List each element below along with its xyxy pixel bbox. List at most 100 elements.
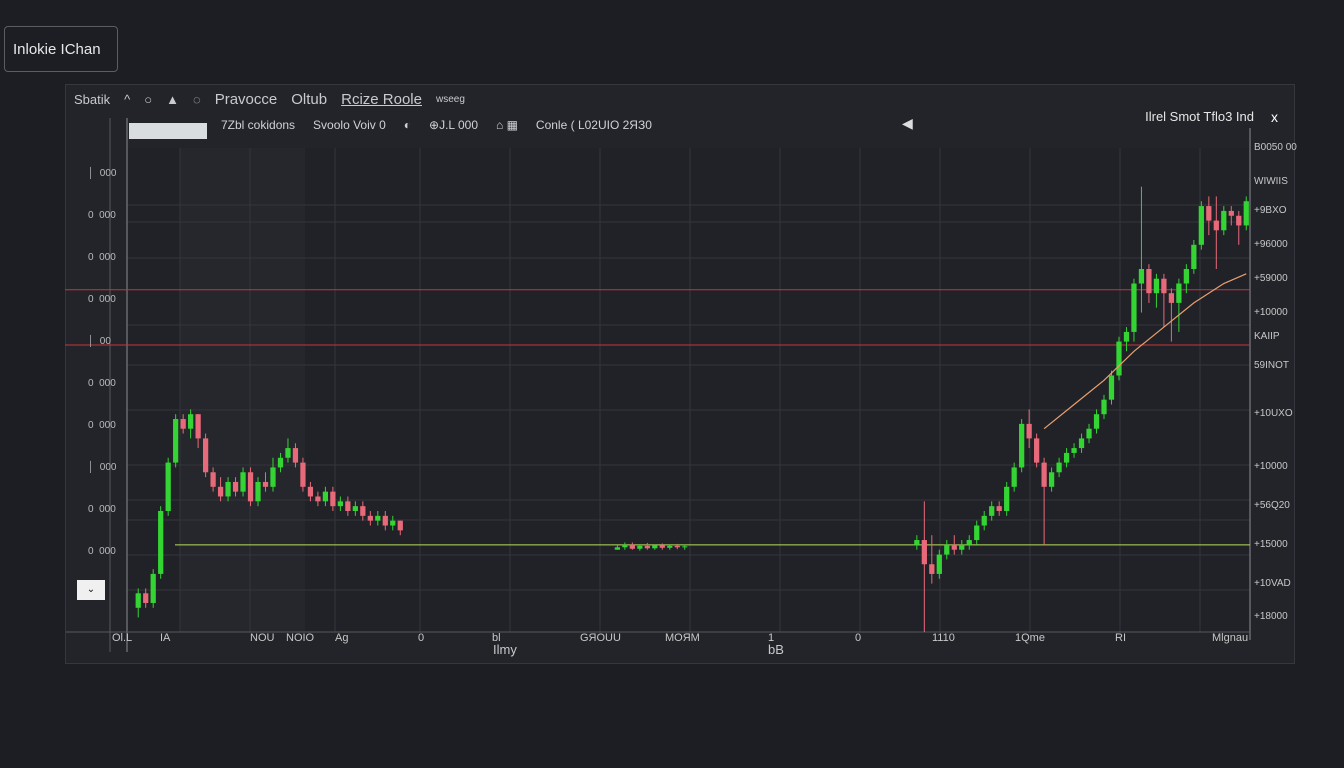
candle-body bbox=[173, 419, 179, 463]
collapse-left-icon[interactable]: ◀ bbox=[902, 115, 913, 131]
chevron-up-icon[interactable]: ^ bbox=[124, 92, 131, 107]
candle-body bbox=[158, 511, 164, 574]
left-axis-label: │ 000 bbox=[88, 168, 117, 179]
candle-body bbox=[135, 593, 141, 608]
refresh-icon[interactable]: ◌ bbox=[192, 92, 201, 107]
candle-body bbox=[1213, 220, 1219, 231]
toolbar-item[interactable]: Svoolo Voiv 0 bbox=[313, 118, 386, 132]
header-title-b: Oltub bbox=[291, 91, 328, 108]
candle-body bbox=[232, 481, 239, 492]
x-tick-label: MOЯM bbox=[665, 632, 700, 644]
left-axis-label: 0 000 bbox=[88, 378, 116, 389]
candle-body bbox=[1101, 399, 1107, 415]
y-tick-label: +56Q20 bbox=[1254, 500, 1290, 512]
toolbar: 7Zbl cokidons Svoolo Voiv 0 ◐ ⊕J.L 000 ⌂… bbox=[221, 118, 652, 132]
x-tick-label: NOIO bbox=[286, 632, 315, 644]
candle-body bbox=[1026, 423, 1032, 439]
candle-body bbox=[1168, 293, 1175, 303]
candle-body bbox=[247, 472, 254, 502]
candle-body bbox=[1116, 341, 1122, 376]
candle-body bbox=[390, 520, 396, 526]
candle-body bbox=[1108, 375, 1115, 400]
candle-body bbox=[1004, 486, 1010, 511]
toolbar-item[interactable]: ⊕J.L 000 bbox=[429, 118, 478, 132]
circle-icon[interactable]: ○ bbox=[144, 92, 153, 107]
symbol-input[interactable] bbox=[129, 123, 207, 139]
toolbar-item[interactable]: 7Zbl cokidons bbox=[221, 118, 296, 132]
left-axis-label: 0 000 bbox=[88, 294, 116, 305]
candle-body bbox=[1034, 438, 1040, 463]
candle-body bbox=[1071, 448, 1077, 453]
candle-body bbox=[262, 481, 269, 487]
candle-body bbox=[981, 515, 987, 526]
candle-body bbox=[966, 540, 972, 545]
candle-body bbox=[614, 547, 620, 550]
x-sub-label: Ilmy bbox=[493, 642, 517, 657]
header-item[interactable]: Sbatik bbox=[74, 92, 111, 107]
x-tick-label: IA bbox=[160, 632, 171, 644]
candle-body bbox=[345, 501, 351, 511]
y-tick-label: 59INOT bbox=[1254, 359, 1290, 371]
left-axis-label: 0 000 bbox=[88, 546, 116, 557]
header-title-c[interactable]: Rcize Roole bbox=[341, 91, 422, 108]
candle-body bbox=[315, 496, 321, 502]
candle-body bbox=[667, 545, 673, 548]
candle-body bbox=[674, 545, 680, 548]
candle-body bbox=[202, 438, 209, 473]
y-tick-label: +18000 bbox=[1254, 611, 1288, 623]
left-axis-label: 0 000 bbox=[88, 504, 116, 515]
dropdown-button[interactable]: ⌄ bbox=[77, 580, 105, 600]
candle-body bbox=[1131, 283, 1137, 332]
candle-body bbox=[659, 545, 665, 548]
candle-body bbox=[337, 501, 343, 507]
candle-body bbox=[180, 419, 186, 429]
x-tick-label: Ag bbox=[335, 632, 349, 644]
candle-body bbox=[644, 545, 650, 549]
y-tick-label: +96000 bbox=[1254, 238, 1288, 250]
y-tick-label: +15000 bbox=[1254, 538, 1288, 550]
x-sub-label: bB bbox=[768, 642, 784, 657]
candle-body bbox=[277, 457, 284, 468]
y-tick-label: +10UXO bbox=[1254, 408, 1293, 420]
header-title-a: Pravocce bbox=[214, 91, 278, 108]
y-tick-label: +59000 bbox=[1254, 272, 1288, 284]
x-tick-label: Mlgnau bbox=[1212, 632, 1249, 644]
candle-body bbox=[1183, 269, 1189, 284]
candle-body bbox=[307, 486, 314, 497]
candle-body bbox=[1176, 283, 1182, 303]
candle-body bbox=[1153, 278, 1160, 294]
y-tick-label: WIWIIS bbox=[1254, 175, 1288, 187]
candle-body bbox=[1063, 452, 1070, 463]
candle-body bbox=[944, 544, 950, 555]
candle-body bbox=[1138, 269, 1145, 284]
candle-body bbox=[225, 481, 231, 497]
toolbar-item[interactable]: Conle ( L02UIO 2ЯЗ0 bbox=[535, 118, 652, 132]
candle-body bbox=[292, 448, 299, 463]
candle-body bbox=[300, 462, 306, 487]
candle-body bbox=[352, 506, 358, 511]
x-tick-label: Ol.L bbox=[112, 632, 133, 644]
candle-body bbox=[397, 520, 403, 531]
candle-body bbox=[210, 472, 216, 487]
y-tick-label: +9BXO bbox=[1254, 204, 1287, 216]
triangle-icon[interactable]: ▲ bbox=[166, 92, 179, 107]
candle-body bbox=[1093, 414, 1100, 429]
x-tick-label: 1 bbox=[768, 632, 775, 644]
x-tick-label: 0 bbox=[418, 632, 425, 644]
candle-body bbox=[1161, 278, 1167, 294]
candle-body bbox=[1206, 206, 1212, 221]
left-axis-label: │ 000 bbox=[88, 462, 117, 473]
x-tick-label: GЯOUU bbox=[580, 632, 621, 644]
close-icon[interactable]: x bbox=[1271, 109, 1278, 125]
candle-body bbox=[382, 515, 388, 526]
candle-body bbox=[974, 525, 980, 541]
toolbar-item[interactable]: ⌂ ▦ bbox=[496, 118, 518, 132]
candle-body bbox=[270, 467, 276, 487]
candle-body bbox=[195, 414, 201, 439]
candle-body bbox=[1191, 244, 1197, 269]
toolbar-item[interactable]: ◐ bbox=[403, 118, 412, 132]
candle-body bbox=[914, 540, 920, 545]
y-tick-label: +10000 bbox=[1254, 461, 1288, 473]
candle-body bbox=[637, 545, 643, 549]
